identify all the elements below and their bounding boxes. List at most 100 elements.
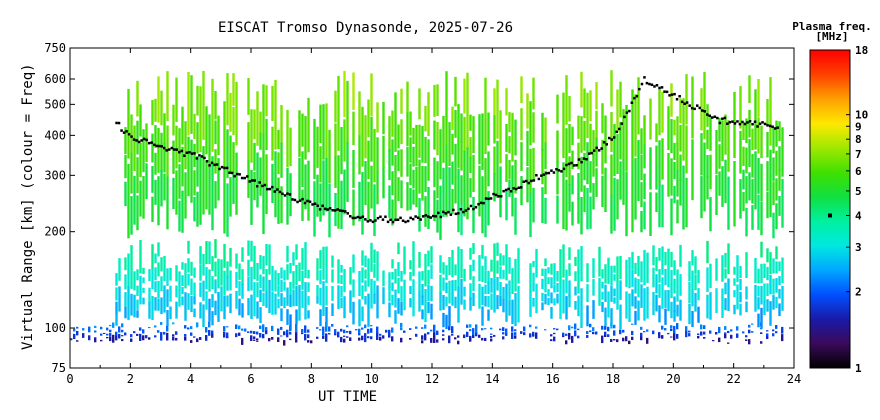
echo-segment xyxy=(460,175,463,206)
echo-segment xyxy=(568,263,571,276)
echo-segment xyxy=(382,101,385,135)
echo-segment xyxy=(460,141,463,171)
echo-segment xyxy=(589,90,592,122)
echo-segment xyxy=(115,287,118,301)
peak-point xyxy=(670,93,674,96)
echo-segment xyxy=(334,333,337,336)
echo-segment xyxy=(328,326,331,332)
echo-segment xyxy=(166,325,169,332)
echo-segment xyxy=(430,246,433,264)
echo-segment xyxy=(316,126,319,168)
echo-segment xyxy=(187,293,190,310)
echo-segment xyxy=(520,76,523,104)
echo-segment xyxy=(541,148,544,185)
echo-segment xyxy=(673,185,676,204)
peak-point xyxy=(706,113,709,116)
echo-segment xyxy=(724,114,727,155)
peak-point xyxy=(256,185,259,188)
peak-point xyxy=(409,216,412,220)
echo-segment xyxy=(265,85,268,117)
echo-segment xyxy=(748,172,751,201)
echo-segment xyxy=(502,255,505,266)
echo-segment xyxy=(136,120,139,155)
echo-segment xyxy=(73,328,76,332)
echo-segment xyxy=(610,112,613,152)
peak-point xyxy=(339,209,342,212)
echo-segment xyxy=(193,170,196,196)
echo-segment xyxy=(520,108,523,141)
peak-point xyxy=(381,218,385,221)
peak-point xyxy=(512,187,515,190)
peak-point xyxy=(540,174,543,177)
echo-segment xyxy=(541,268,544,276)
echo-segment xyxy=(493,88,496,116)
echo-segment xyxy=(337,331,340,336)
echo-segment xyxy=(157,242,160,257)
echo-segment xyxy=(184,172,187,219)
echo-segment xyxy=(298,110,301,157)
echo-segment xyxy=(196,338,199,343)
peak-point xyxy=(276,188,279,191)
echo-segment xyxy=(436,122,439,156)
echo-segment xyxy=(493,173,496,202)
echo-segment xyxy=(148,287,151,303)
colorbar-title-line2: [MHz] xyxy=(815,30,849,43)
echo-segment xyxy=(622,159,625,205)
echo-segment xyxy=(181,262,184,270)
echo-segment xyxy=(427,187,430,229)
echo-segment xyxy=(139,142,142,178)
echo-segment xyxy=(223,101,226,167)
echo-segment xyxy=(121,329,124,333)
echo-segment xyxy=(388,149,391,181)
peak-point xyxy=(429,216,432,219)
echo-segment xyxy=(601,103,604,134)
echo-segment xyxy=(88,326,91,333)
echo-segment xyxy=(760,332,763,334)
echo-segment xyxy=(214,91,217,120)
echo-segment xyxy=(769,274,772,295)
colorbar-tick-label: 6 xyxy=(855,165,862,178)
echo-segment xyxy=(361,106,364,167)
echo-segment xyxy=(580,288,583,328)
echo-segment xyxy=(637,140,640,201)
peak-point xyxy=(678,95,681,98)
x-tick-label: 8 xyxy=(308,372,315,386)
echo-segment xyxy=(466,72,469,150)
peak-point xyxy=(271,185,274,189)
echo-segment xyxy=(121,339,124,342)
x-tick-label: 14 xyxy=(485,372,499,386)
echo-segment xyxy=(433,120,436,150)
echo-segment xyxy=(640,332,643,338)
echo-segment xyxy=(670,301,673,319)
echo-segment xyxy=(682,98,685,161)
echo-segment xyxy=(337,155,340,229)
peak-point xyxy=(306,199,309,203)
peak-point xyxy=(366,220,370,223)
echo-segment xyxy=(316,285,319,297)
echo-segment xyxy=(223,270,226,296)
echo-segment xyxy=(457,285,460,323)
peak-point xyxy=(122,131,126,134)
echo-segment xyxy=(160,90,163,126)
echo-segment xyxy=(604,335,607,337)
echo-segment xyxy=(142,297,145,305)
echo-segment xyxy=(544,268,547,281)
echo-segment xyxy=(190,278,193,296)
echo-segment xyxy=(424,333,427,341)
echo-segment xyxy=(451,133,454,155)
echo-segment xyxy=(301,332,304,335)
echo-segment xyxy=(151,296,154,320)
echo-segment xyxy=(154,325,157,328)
echo-segment xyxy=(352,189,355,226)
echo-segment xyxy=(514,329,517,332)
peak-point xyxy=(308,200,312,203)
echo-segment xyxy=(148,327,151,329)
echo-segment xyxy=(265,154,268,187)
echo-segment xyxy=(262,333,265,339)
echo-segment xyxy=(691,310,694,327)
echo-segment xyxy=(277,337,280,342)
echo-segment xyxy=(226,183,229,237)
echo-segment xyxy=(577,328,580,331)
echo-segment xyxy=(655,256,658,272)
peak-point xyxy=(336,208,339,211)
